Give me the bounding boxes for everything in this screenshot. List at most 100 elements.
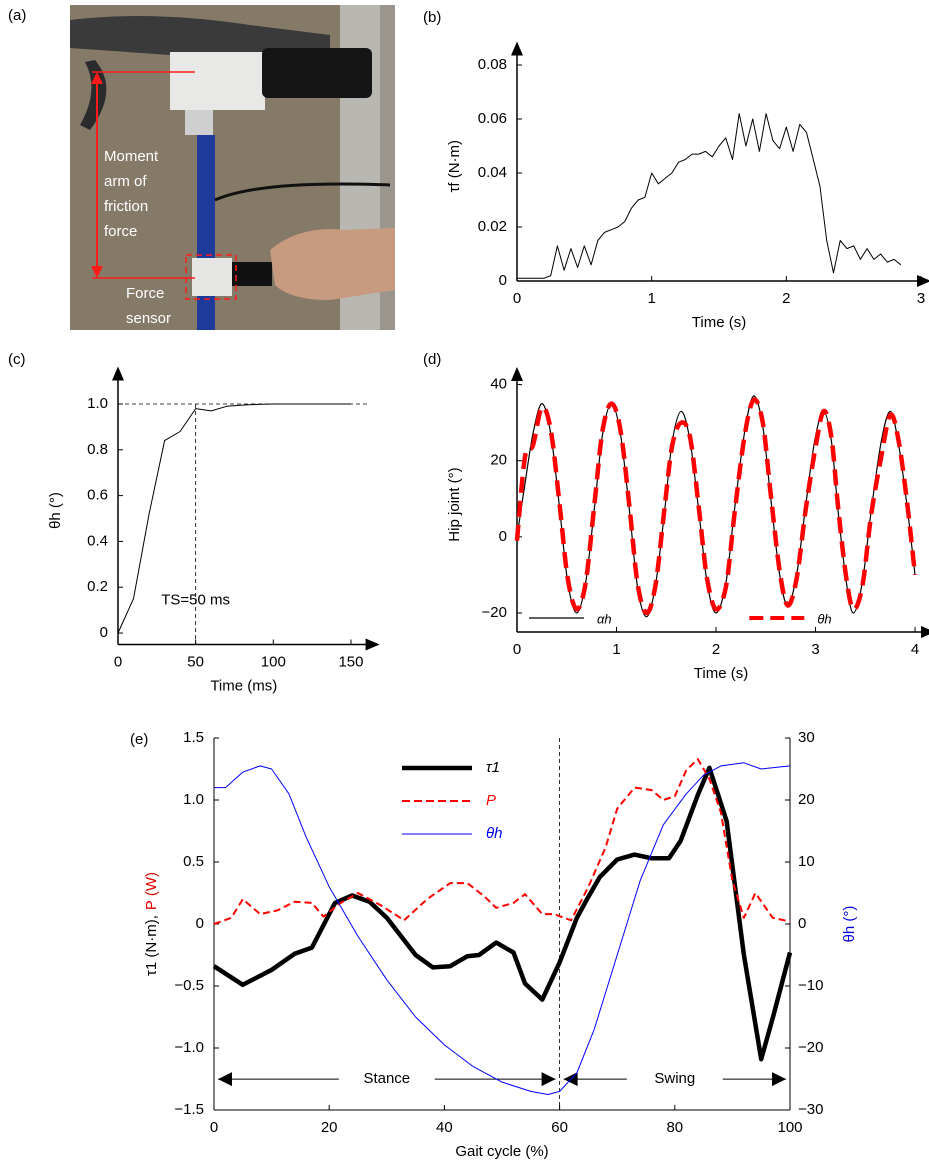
legend-label: αh <box>597 611 612 626</box>
panel-label: (d) <box>423 351 441 368</box>
force-sensor <box>192 258 232 296</box>
x-tick-label: 0 <box>114 653 122 670</box>
y-tick-label: 0 <box>499 272 507 289</box>
photo-annotation: force <box>104 223 137 240</box>
y-axis-label: Hip joint (°) <box>446 467 463 541</box>
y-tick-label: 1.0 <box>183 791 204 808</box>
handle <box>80 60 107 130</box>
y-tick-label: 40 <box>490 376 507 393</box>
axis-arrow <box>365 638 380 651</box>
motor <box>262 48 372 98</box>
y-tick-label: 0.6 <box>87 487 108 504</box>
y-axis-label: τf (N·m) <box>446 140 463 193</box>
hand <box>270 228 395 300</box>
legend-label: P <box>486 792 496 809</box>
legend-label: θh <box>817 611 831 626</box>
y2-axis-label: θh (°) <box>841 906 858 943</box>
y-tick-label: −20 <box>482 604 507 621</box>
x-axis-label: Time (s) <box>692 314 746 331</box>
y-tick-label: −0.5 <box>174 977 204 994</box>
y-tick-label: −1.5 <box>174 1101 204 1118</box>
data-line <box>516 395 916 618</box>
x-axis-label: Time (s) <box>694 665 748 682</box>
y2-tick-label: −20 <box>798 1039 823 1056</box>
x-tick-label: 4 <box>911 641 919 658</box>
y-tick-label: 0.04 <box>478 164 507 181</box>
photo: Moment arm of friction force Force senso… <box>70 5 395 330</box>
pole <box>197 135 215 330</box>
x-tick-label: 100 <box>777 1119 802 1136</box>
photo-annotation: arm of <box>104 173 147 190</box>
x-tick-label: 40 <box>436 1119 453 1136</box>
y-tick-label: 0 <box>499 528 507 545</box>
y-axis-label-part: P (W) <box>143 872 160 910</box>
y-tick-label: 0.06 <box>478 110 507 127</box>
sensor-box <box>185 254 237 300</box>
photo-annotation: friction <box>104 198 148 215</box>
panel-label: (c) <box>8 351 26 368</box>
y-tick-label: 1.0 <box>87 395 108 412</box>
hinge <box>185 110 213 135</box>
x-tick-label: 1 <box>612 641 620 658</box>
legend-label: τ1 <box>486 759 500 776</box>
x-tick-label: 1 <box>647 290 655 307</box>
y2-tick-label: 10 <box>798 853 815 870</box>
data-line <box>517 113 902 279</box>
annotation: TS=50 ms <box>161 591 230 608</box>
phase-label-bg <box>338 1068 435 1091</box>
y2-tick-label: 30 <box>798 729 815 746</box>
y2-tick-label: 0 <box>798 915 806 932</box>
data-line <box>117 403 351 634</box>
axis-arrow <box>511 367 523 381</box>
y2-tick-label: −10 <box>798 977 823 994</box>
legend-label: θh <box>486 825 502 842</box>
photo-annotation: sensor <box>126 310 171 327</box>
x-tick-label: 0 <box>210 1119 218 1136</box>
x-tick-label: 3 <box>811 641 819 658</box>
photo-labels: Moment arm of friction force Force senso… <box>104 148 171 327</box>
data-line <box>212 765 793 1062</box>
axis-arrow <box>511 41 523 56</box>
data-line <box>213 758 791 925</box>
data-line <box>514 397 918 616</box>
x-axis-label: Time (ms) <box>210 677 277 694</box>
y-tick-label: −1.0 <box>174 1039 204 1056</box>
y-tick-label: 0.2 <box>87 578 108 595</box>
panel-label: (e) <box>130 731 148 748</box>
axis-arrow <box>921 626 929 638</box>
data-line <box>214 762 791 1095</box>
x-tick-label: 60 <box>551 1119 568 1136</box>
x-tick-label: 80 <box>666 1119 683 1136</box>
y-tick-label: 0.4 <box>87 532 108 549</box>
photo-annotation: Moment <box>104 148 159 165</box>
y-tick-label: 1.5 <box>183 729 204 746</box>
y-tick-label: 0.5 <box>183 853 204 870</box>
x-tick-label: 0 <box>513 641 521 658</box>
y-tick-label: 0.8 <box>87 441 108 458</box>
y-tick-label: 0.08 <box>478 56 507 73</box>
x-tick-label: 100 <box>261 653 286 670</box>
panel-label: (a) <box>8 7 26 24</box>
y2-tick-label: 20 <box>798 791 815 808</box>
axis-arrow <box>917 275 929 287</box>
y-axis-label: τ1 (N·m), P (W) <box>143 872 160 976</box>
x-tick-label: 2 <box>712 641 720 658</box>
y2-tick-label: −30 <box>798 1101 823 1118</box>
y-tick-label: 0 <box>196 915 204 932</box>
axis-arrow <box>112 366 124 381</box>
x-tick-label: 150 <box>338 653 363 670</box>
x-tick-label: 2 <box>782 290 790 307</box>
y-tick-label: 0 <box>100 624 108 641</box>
x-tick-label: 0 <box>513 290 521 307</box>
panel-label: (b) <box>423 9 441 26</box>
x-tick-label: 3 <box>917 290 925 307</box>
x-tick-label: 20 <box>321 1119 338 1136</box>
y-axis-label: θh (°) <box>47 492 64 529</box>
bracket <box>170 52 265 110</box>
cable <box>214 182 391 202</box>
y-tick-label: 0.02 <box>478 218 507 235</box>
phase-label-bg <box>626 1068 723 1091</box>
phase-label: Swing <box>654 1070 695 1087</box>
phase-label: Stance <box>363 1070 410 1087</box>
